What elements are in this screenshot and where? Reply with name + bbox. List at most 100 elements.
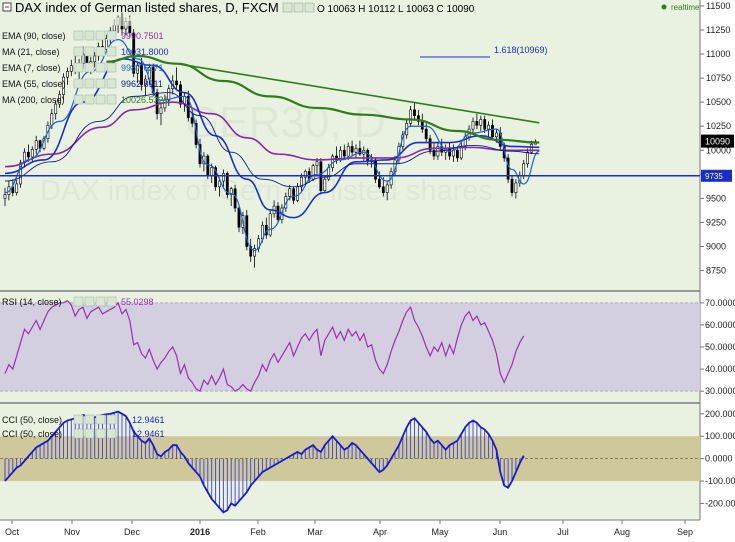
watermark-description: DAX index of German listed shares [40,175,493,207]
fib-extension-label: 1.618(10969) [494,45,548,55]
candle [175,67,179,89]
candle-body [50,113,54,126]
candle [34,135,38,155]
cci-control-icon [106,414,117,425]
candle-body [358,148,362,155]
candle [58,90,62,108]
candle-body [19,162,23,185]
candle-body [58,94,62,105]
candle-body [229,188,233,195]
rsi-control-icon [84,296,95,307]
rsi-legend-value: 55.0298 [121,297,154,307]
price-axis-label: 10500 [706,97,731,107]
candle-body [522,163,526,176]
cci-legend-label: CCI (50, close) [2,429,62,439]
moving-average-line [4,101,540,168]
main-pane-background [0,0,700,290]
candle-body [62,76,65,95]
cci-control-icon [95,414,106,425]
candle [510,175,514,197]
visibility-icon[interactable] [282,2,293,13]
candle [483,115,487,133]
candle-body [514,182,518,193]
candle-body [428,138,432,151]
candle-body [346,146,350,157]
more-icon[interactable] [304,2,315,13]
time-axis-label: Mar [307,527,323,537]
cci-control-icon [73,414,84,425]
candle [487,121,491,137]
candle [416,109,420,126]
last-price-tag [701,134,734,148]
candle-body [471,121,475,130]
rsi-band [0,302,700,392]
legend-control-icon [84,46,95,57]
legend-control-icon [84,78,95,89]
legend-value: 9990.7501 [121,31,164,41]
candle-body [303,171,307,178]
candle-body [296,186,299,201]
title-controls[interactable] [282,2,315,13]
candle-body [292,188,296,201]
time-axis-label: Sep [677,527,693,537]
price-axis-label: 10250 [706,121,731,131]
cci-control-icon [84,428,95,439]
candle-body [483,119,487,130]
legend-faint-row [0,17,140,26]
rsi-pane[interactable]: RSI (14, close) 55.0298 [0,296,700,393]
candle-body [491,124,494,138]
price-axis-background [700,0,735,520]
candle-body [323,178,327,191]
candle-body [26,151,30,158]
legend-control-icon [106,30,117,41]
cci-pane[interactable]: CCI (50, close) 12.9461 CCI (50, close) 12.… [0,410,700,514]
legend-control-icon [106,78,117,89]
time-axis-label: Apr [373,527,387,537]
candle-body [214,167,218,188]
candle-body [112,24,116,32]
time-axis-label: Aug [614,527,630,537]
price-axis-label: 10750 [706,73,731,83]
candle-body [144,78,147,86]
time-axis-label: Jul [557,527,569,537]
candle-body [530,143,533,153]
candle [323,175,327,193]
candle-body [416,115,420,122]
legend-control-icon [73,62,84,73]
price-axis-label: 9500 [706,193,726,203]
time-axis-background [0,520,735,542]
candle-body [315,161,319,166]
legend-value: 9987.6271 [121,63,164,73]
candle-body [432,149,436,157]
candle-body [93,55,97,63]
candle-body [479,119,483,126]
legend-control-icon [73,94,84,105]
price-axis-label: 10000 [706,145,731,155]
candle-body [167,88,171,101]
candle-body [526,151,530,165]
candle [3,187,7,207]
support-price-tag [701,169,732,182]
legend-control-icon [106,46,117,57]
candle [66,67,69,85]
candle [491,119,494,141]
candle-body [288,188,292,197]
candle [245,209,249,251]
candle [69,59,73,77]
legend-control-icon [73,78,84,89]
rsi-control-icon [95,296,106,307]
candle-body [409,109,413,124]
candle-body [210,167,214,176]
legend-label: EMA (90, close) [2,31,66,41]
support-price-label: 9735 [705,172,723,181]
candle-body [155,92,159,115]
candle [526,148,530,168]
price-pane[interactable]: 1.618(10969) EMA (90, close) 9990.7501 MA (… [0,12,700,268]
candle [54,100,58,120]
candle-body [377,178,381,188]
legend-label: MA (200, close) [2,95,65,105]
rsi-control-icon [106,296,117,307]
candle-body [249,246,253,257]
settings-icon[interactable] [293,2,304,13]
